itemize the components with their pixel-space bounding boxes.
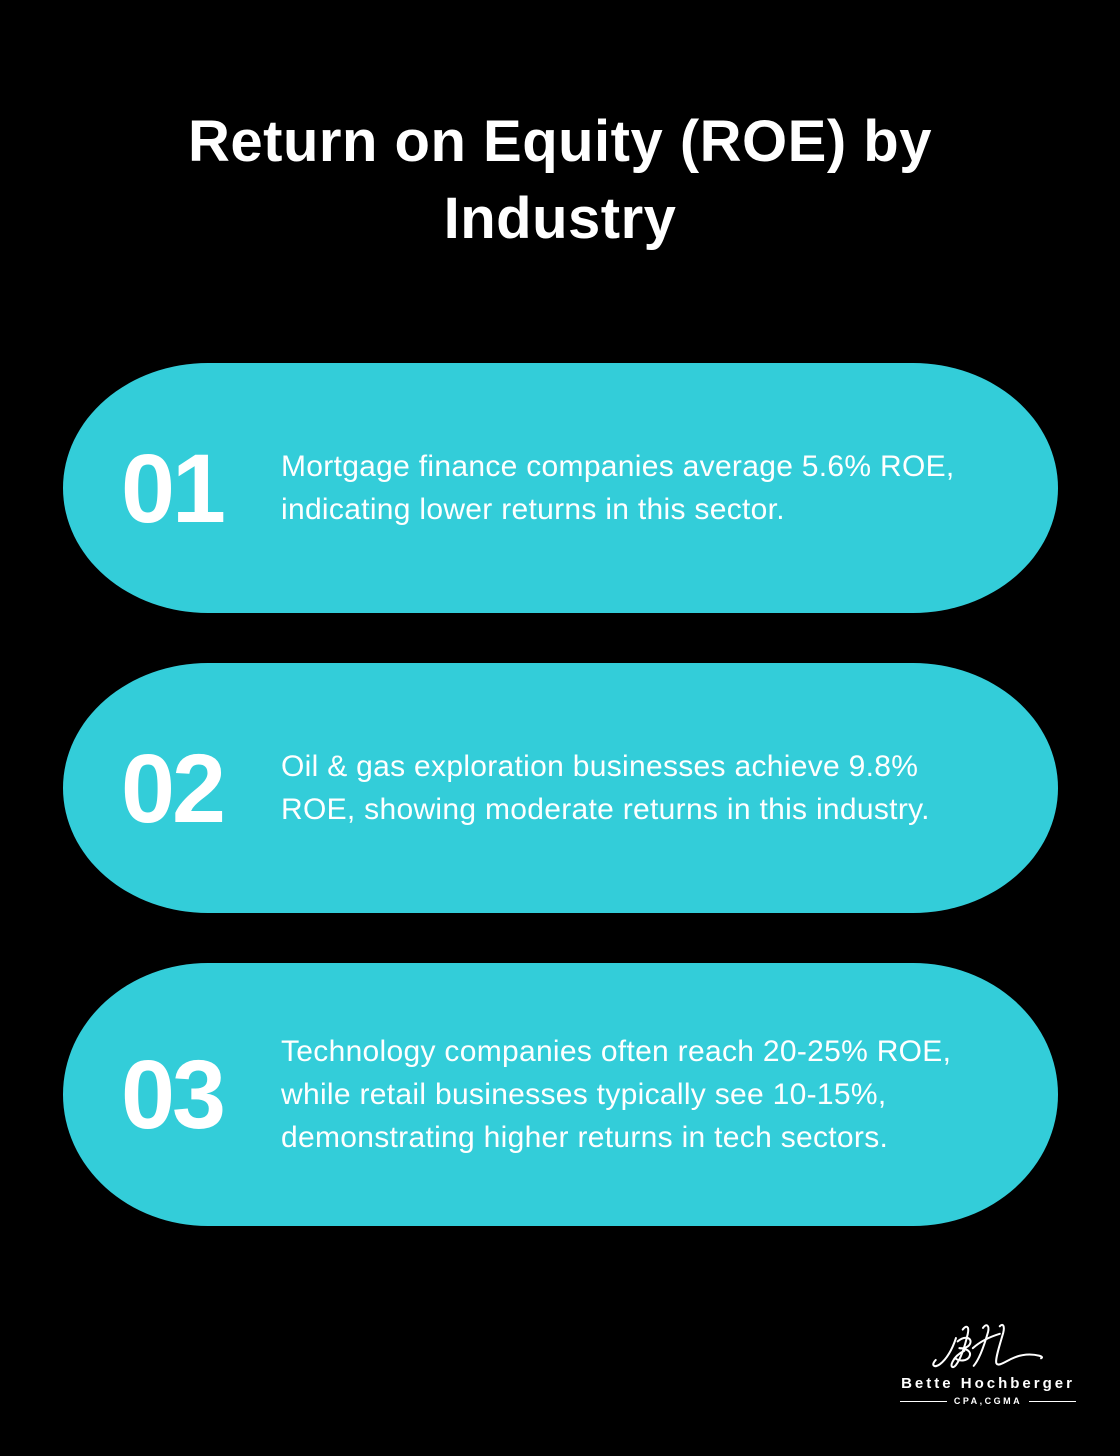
bh-signature-monogram-icon [932, 1323, 1043, 1369]
credential-rule-right [1029, 1400, 1076, 1402]
credential-rule-left [900, 1400, 947, 1402]
fact-card-3-text: Technology companies often reach 20-25% … [281, 1035, 952, 1154]
fact-card-2: 02 Oil & gas exploration businesses achi… [63, 663, 1058, 913]
fact-card-2-number: 02 [121, 733, 226, 843]
fact-card-1-text: Mortgage finance companies average 5.6% … [281, 450, 955, 526]
fact-card-3: 03 Technology companies often reach 20-2… [63, 963, 1058, 1226]
credential-text: CPA,CGMA [953, 1396, 1023, 1406]
fact-card-list: 01 Mortgage finance companies average 5.… [63, 363, 1058, 1226]
page-title: Return on Equity (ROE) by Industry [188, 109, 932, 251]
fact-card-2-text: Oil & gas exploration businesses achieve… [281, 750, 930, 826]
brand-logo: Bette Hochberger CPA,CGMA [900, 1321, 1076, 1406]
fact-card-1-number: 01 [121, 433, 226, 543]
brand-name: Bette Hochberger [901, 1375, 1075, 1392]
fact-card-3-number: 03 [121, 1040, 226, 1149]
brand-credentials: CPA,CGMA [900, 1396, 1076, 1406]
fact-card-1: 01 Mortgage finance companies average 5.… [63, 363, 1058, 613]
